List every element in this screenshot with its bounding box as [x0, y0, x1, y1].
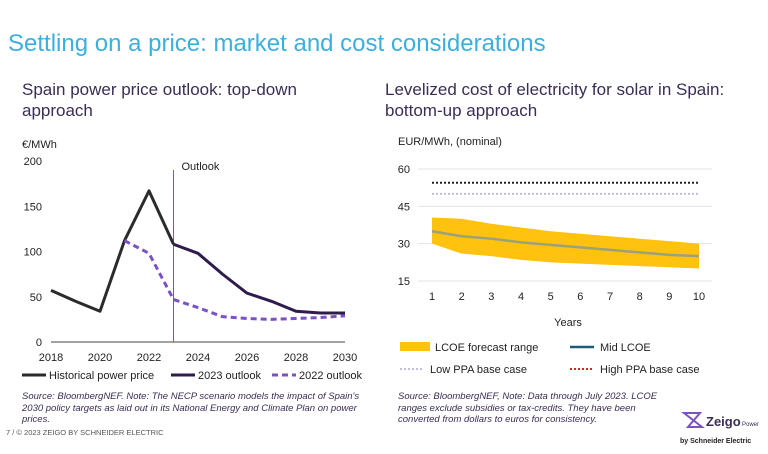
x-tick-label: 8	[637, 291, 643, 303]
y-tick-label: 0	[36, 337, 42, 349]
y-tick-label: 100	[24, 247, 42, 259]
logo-by: by Schneider Electric	[680, 438, 751, 445]
outlook-annotation: Outlook	[182, 161, 220, 173]
logo-brand: Zeigo	[706, 414, 741, 429]
y-tick-label: 200	[24, 156, 42, 168]
series-line	[123, 239, 346, 321]
y-tick-label: 150	[24, 201, 42, 213]
legend-label: Historical power price	[49, 370, 154, 382]
y-tick-label: 60	[398, 164, 410, 176]
x-tick-label: 6	[577, 291, 583, 303]
x-tick-label: 2022	[137, 352, 161, 364]
series-line	[50, 189, 175, 313]
series-line	[431, 229, 700, 258]
y-tick-label: 50	[30, 292, 42, 304]
x-tick-label: 2028	[284, 352, 308, 364]
zeigo-logo: Zeigo Power by Schneider Electric	[680, 407, 760, 447]
x-tick-label: 10	[693, 291, 705, 303]
x-tick-label: 2030	[333, 352, 357, 364]
left-chart-subtitle: Spain power price outlook: top-down appr…	[22, 80, 297, 120]
y-tick-label: 45	[398, 201, 410, 213]
x-axis-label: Years	[554, 317, 582, 329]
x-tick-label: 3	[488, 291, 494, 303]
left-source-note: Source: BloombergNEF. Note: The NECP sce…	[22, 391, 360, 425]
x-tick-label: 9	[666, 291, 672, 303]
x-tick-label: 5	[548, 291, 554, 303]
x-tick-label: 2026	[235, 352, 259, 364]
page-title: Settling on a price: market and cost con…	[8, 30, 546, 57]
legend-label: Low PPA base case	[430, 364, 527, 376]
right-chart-subtitle: Levelized cost of electricity for solar …	[385, 80, 725, 120]
series-line	[172, 242, 345, 315]
y-axis-label: €/MWh	[22, 139, 57, 151]
x-tick-label: 2	[459, 291, 465, 303]
x-tick-label: 2020	[88, 352, 112, 364]
y-tick-label: 30	[398, 239, 410, 251]
x-tick-label: 7	[607, 291, 613, 303]
x-tick-label: 2024	[186, 352, 210, 364]
right-source-note: Source: BloombergNEF, Note: Data through…	[398, 391, 658, 425]
zeigo-logo-mark: Zeigo Power by Schneider Electric	[680, 412, 759, 445]
y-tick-label: 15	[398, 276, 410, 288]
legend-label: LCOE forecast range	[435, 342, 538, 354]
x-tick-label: 2018	[39, 352, 63, 364]
legend-label: 2023 outlook	[198, 370, 261, 382]
lcoe-range-area	[432, 217, 699, 269]
legend-swatch	[400, 342, 430, 351]
legend-label: High PPA base case	[600, 364, 699, 376]
legend-label: 2022 outlook	[299, 370, 362, 382]
footer: 7 / © 2023 ZEIGO BY SCHNEIDER ELECTRIC	[6, 428, 164, 437]
logo-suffix: Power	[742, 422, 759, 428]
x-tick-label: 4	[518, 291, 524, 303]
y-axis-label: EUR/MWh, (nominal)	[398, 136, 502, 148]
x-tick-label: 1	[429, 291, 435, 303]
legend-label: Mid LCOE	[600, 342, 651, 354]
